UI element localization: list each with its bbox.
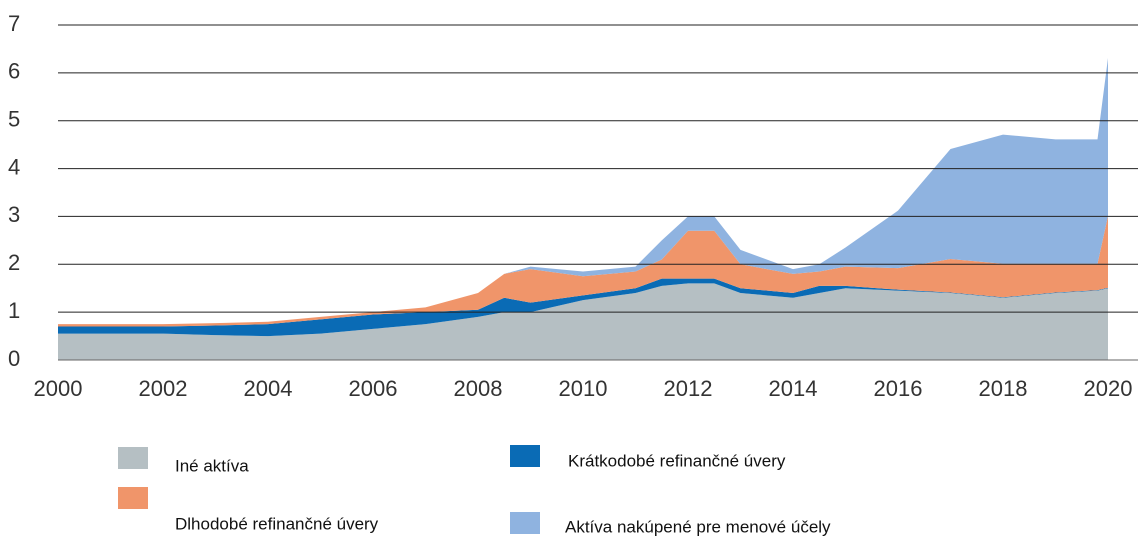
x-tick-label: 2018 — [979, 376, 1028, 401]
x-tick-label: 2002 — [139, 376, 188, 401]
y-tick-label: 5 — [8, 107, 20, 132]
y-tick-label: 3 — [8, 202, 20, 227]
x-tick-label: 2010 — [559, 376, 608, 401]
legend-label: Krátkodobé refinančné úvery — [568, 451, 786, 470]
x-tick-label: 2006 — [349, 376, 398, 401]
x-tick-label: 2000 — [34, 376, 83, 401]
legend-swatch — [118, 447, 148, 469]
y-tick-label: 4 — [8, 154, 20, 179]
legend-label: Iné aktíva — [175, 456, 249, 475]
x-tick-label: 2014 — [769, 376, 818, 401]
legend-swatch — [510, 512, 540, 534]
y-tick-label: 1 — [8, 298, 20, 323]
x-tick-label: 2004 — [244, 376, 293, 401]
x-tick-label: 2016 — [874, 376, 923, 401]
y-tick-label: 6 — [8, 59, 20, 84]
y-tick-label: 0 — [8, 346, 20, 371]
legend-label: Aktíva nakúpené pre menové účely — [565, 517, 831, 536]
legend-label: Dlhodobé refinančné úvery — [175, 514, 379, 533]
x-tick-label: 2012 — [664, 376, 713, 401]
x-tick-label: 2020 — [1084, 376, 1133, 401]
area — [58, 58, 1108, 325]
y-tick-label: 7 — [8, 11, 20, 36]
area — [58, 215, 1108, 327]
x-tick-label: 2008 — [454, 376, 503, 401]
y-tick-label: 2 — [8, 250, 20, 275]
legend-swatch — [118, 487, 148, 509]
legend-swatch — [510, 445, 540, 467]
area — [58, 278, 1108, 337]
area — [58, 283, 1108, 360]
